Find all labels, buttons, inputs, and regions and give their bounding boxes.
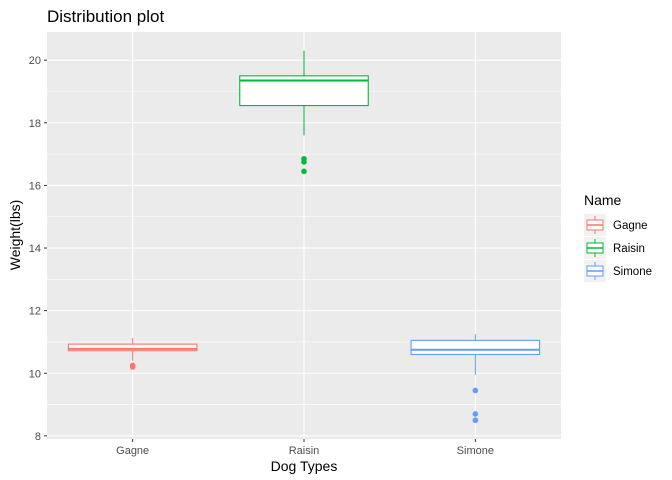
x-axis-title: Dog Types	[271, 458, 338, 474]
x-tick-label: Raisin	[289, 445, 320, 457]
y-tick-label: 8	[35, 431, 41, 443]
boxplot-raisin	[239, 50, 369, 175]
chart-title: Distribution plot	[47, 7, 164, 26]
y-tick-label: 16	[29, 180, 41, 192]
grid-major	[47, 32, 561, 439]
legend: Name Gagne Raisin Simone	[584, 192, 652, 282]
y-tick-label: 20	[29, 55, 41, 67]
y-axis: 8 10 12 14 16 18 20	[29, 55, 47, 443]
y-tick-label: 14	[29, 243, 41, 255]
legend-item-raisin: Raisin	[584, 237, 645, 259]
legend-item-gagne: Gagne	[584, 214, 648, 236]
legend-item-simone: Simone	[584, 260, 652, 282]
boxplots	[67, 50, 541, 424]
legend-label: Raisin	[613, 243, 645, 255]
x-tick-label: Simone	[457, 445, 494, 457]
outlier-point	[472, 411, 479, 417]
legend-label: Simone	[613, 266, 652, 278]
outlier-point	[472, 387, 479, 394]
y-tick-label: 10	[29, 368, 41, 380]
boxplot-gagne	[67, 338, 198, 370]
boxplot-simone	[410, 334, 541, 424]
x-axis: Gagne Raisin Simone	[116, 439, 494, 457]
y-axis-title: Weight(lbs)	[7, 200, 23, 271]
outlier-point	[301, 155, 307, 162]
y-tick-label: 12	[29, 306, 41, 318]
outlier-point	[301, 168, 307, 175]
legend-label: Gagne	[613, 220, 648, 232]
legend-title: Name	[584, 192, 622, 208]
outlier-point	[472, 417, 479, 424]
y-tick-label: 18	[29, 118, 41, 130]
x-tick-label: Gagne	[116, 445, 149, 457]
box	[67, 343, 198, 352]
outlier-point	[129, 362, 136, 369]
box	[410, 339, 541, 356]
